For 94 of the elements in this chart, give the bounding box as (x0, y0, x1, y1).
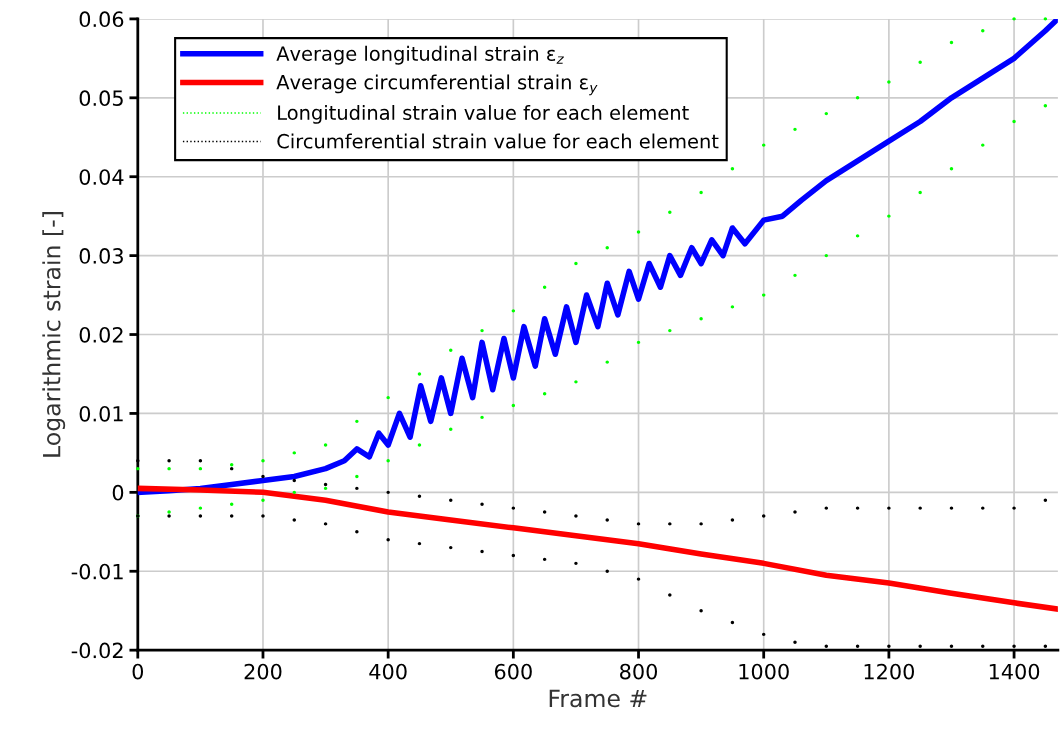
legend-label: Longitudinal strain value for each element (278, 104, 689, 124)
point (887, 506, 891, 510)
x-tick-label: 400 (369, 663, 407, 680)
point (323, 482, 328, 487)
point (949, 644, 954, 648)
point (261, 498, 265, 502)
point (762, 143, 766, 147)
point (918, 190, 922, 195)
point (1012, 506, 1016, 510)
point (417, 494, 422, 498)
point (574, 514, 578, 518)
point (887, 80, 891, 84)
point (824, 506, 828, 510)
point (730, 620, 735, 625)
point (699, 317, 703, 321)
point (355, 419, 359, 424)
point (793, 510, 797, 514)
point (511, 506, 516, 510)
y-tick-label: 0.01 (79, 405, 123, 422)
point (824, 253, 828, 258)
y-tick-label: 0 (112, 484, 124, 501)
x-axis-title: Frame # (549, 689, 647, 708)
point (949, 167, 954, 171)
point (918, 506, 922, 510)
point (1043, 104, 1048, 108)
point (762, 293, 766, 297)
point (574, 380, 578, 384)
point (386, 490, 390, 495)
point (511, 553, 516, 558)
point (355, 486, 359, 491)
point (887, 214, 891, 218)
point (198, 506, 203, 510)
point (511, 309, 516, 313)
point (699, 522, 703, 526)
point (417, 541, 422, 546)
point (167, 466, 171, 471)
point (542, 557, 547, 562)
point (668, 522, 672, 526)
point (261, 459, 265, 463)
x-tick-label: 1400 (989, 663, 1040, 680)
point (229, 463, 234, 467)
point (229, 466, 234, 471)
point (1012, 644, 1016, 648)
y-tick-label: -0.01 (71, 563, 123, 580)
point (386, 537, 390, 542)
point (730, 305, 735, 309)
point (261, 514, 265, 518)
point (167, 459, 171, 463)
point (198, 466, 203, 471)
point (981, 506, 985, 510)
point (386, 395, 390, 400)
point (1012, 17, 1016, 21)
point (542, 392, 547, 396)
x-tick-label: 600 (494, 663, 532, 680)
point (981, 143, 985, 147)
point (167, 510, 171, 514)
x-tick-label: 1200 (864, 663, 915, 680)
y-tick-label: 0.04 (79, 169, 124, 185)
point (824, 111, 828, 116)
point (480, 502, 484, 506)
point (887, 644, 891, 648)
y-tick-label: -0.02 (71, 642, 123, 659)
point (292, 451, 296, 455)
point (605, 360, 609, 364)
point (605, 518, 609, 522)
y-tick-label: 0.06 (79, 11, 124, 28)
y-tick-label: 0.03 (79, 248, 123, 264)
point (855, 506, 860, 510)
legend-label: Average circumferential strain ε$_{y}$ (276, 74, 598, 96)
point (949, 40, 954, 45)
x-tick-label: 200 (244, 663, 282, 680)
y-axis-title: Logarithmic strain [-] (42, 212, 66, 457)
point (1043, 17, 1048, 21)
x-tick-label: 800 (620, 663, 658, 680)
point (167, 514, 171, 518)
point (699, 609, 703, 613)
point (511, 403, 516, 408)
point (574, 561, 578, 566)
point (292, 518, 296, 522)
point (292, 478, 296, 483)
y-tick-label: 0.05 (79, 90, 123, 107)
point (855, 234, 860, 238)
point (793, 640, 797, 644)
point (668, 593, 672, 597)
y-tick-label: 0.02 (79, 326, 123, 343)
point (449, 545, 453, 550)
point (323, 486, 328, 491)
x-tick-label: 1000 (739, 663, 789, 680)
point (636, 340, 641, 345)
x-tick-label: 0 (132, 663, 144, 680)
point (355, 474, 359, 479)
legend-label: Circumferential strain value for each element (277, 133, 719, 149)
legend-label: Average longitudinal strain ε$_{z}$ (276, 45, 564, 65)
point (762, 632, 766, 637)
